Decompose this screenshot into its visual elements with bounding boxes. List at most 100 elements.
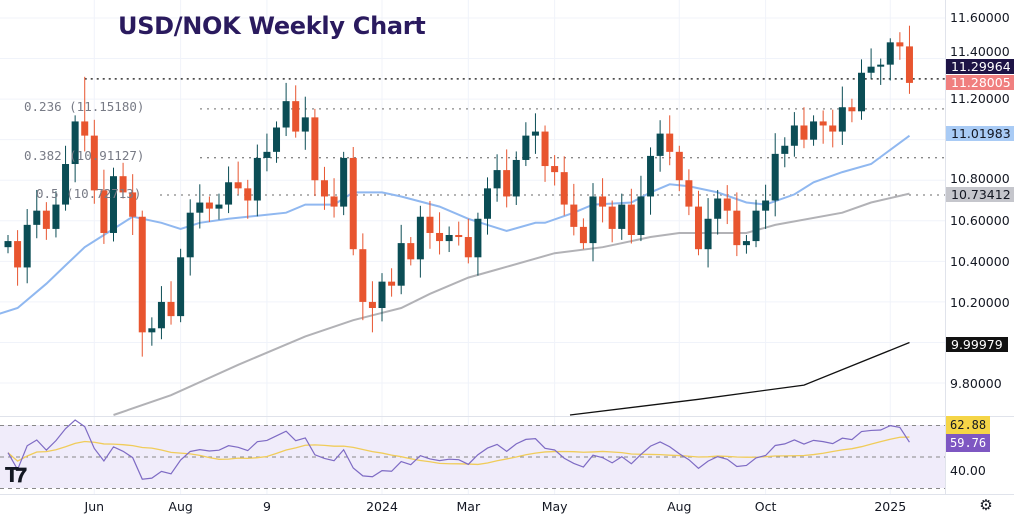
candle-up: [704, 218, 712, 250]
settings-gear-icon[interactable]: ⚙: [979, 497, 993, 514]
candle-up: [215, 204, 223, 209]
candle-down: [627, 204, 635, 235]
ma-mid-line: [113, 192, 910, 416]
tradingview-logo-icon[interactable]: T𝟕: [5, 463, 27, 487]
rsi-line: [7, 419, 910, 480]
candle-up: [52, 204, 60, 229]
candle-up: [589, 196, 597, 244]
x-tick: Mar: [456, 499, 481, 514]
candle-up: [762, 200, 770, 211]
candle-down: [129, 192, 137, 217]
candle-up: [790, 125, 798, 146]
candle-up: [196, 202, 204, 213]
candle-up: [445, 234, 453, 242]
candle-up: [225, 182, 233, 205]
last-price-tag: 11.28005: [946, 75, 1014, 90]
candle-up: [177, 257, 185, 317]
candle-down: [608, 206, 616, 229]
candle-down: [90, 135, 98, 191]
x-tick: 2025: [874, 499, 907, 514]
fib-level-05: 0.5 (10.72713): [36, 186, 142, 201]
ma-mid-tag: 10.73412: [946, 187, 1014, 202]
candle-down: [167, 301, 175, 317]
y-tick: 10.40000: [950, 254, 1010, 269]
candle-up: [23, 224, 31, 268]
candle-down: [733, 210, 741, 246]
candle-down: [560, 172, 568, 205]
candle-up: [618, 204, 626, 229]
candle-up: [512, 159, 520, 197]
candle-down: [426, 216, 434, 233]
x-tick: Jun: [84, 499, 105, 514]
candle-down: [138, 216, 146, 333]
candle-up: [886, 42, 894, 65]
candle-down: [675, 151, 683, 181]
candle-up: [781, 145, 789, 154]
candle-up: [416, 216, 424, 260]
candle-up: [62, 164, 70, 205]
candle-up: [810, 121, 818, 140]
candle-down: [685, 180, 693, 207]
y-tick: 11.60000: [950, 10, 1010, 25]
candle-down: [800, 125, 808, 140]
candle-up: [253, 157, 261, 201]
candle-up: [858, 72, 866, 112]
candle-down: [349, 157, 357, 250]
candle-up: [714, 198, 722, 219]
candle-up: [522, 135, 530, 160]
candle-down: [570, 204, 578, 227]
candles: [4, 25, 913, 357]
candle-down: [311, 117, 319, 181]
candle-up: [4, 241, 12, 248]
candle-down: [455, 234, 463, 238]
price-levels: [84, 78, 945, 196]
candle-down: [388, 281, 396, 286]
candle-down: [100, 190, 108, 233]
candle-down: [848, 107, 856, 112]
candle-down: [579, 226, 587, 244]
candle-up: [378, 281, 386, 309]
candle-down: [896, 42, 904, 47]
x-tick: 2024: [366, 499, 398, 514]
candle-down: [81, 121, 89, 136]
candle-up: [157, 301, 165, 329]
candle-up: [71, 121, 79, 165]
candle-up: [282, 101, 290, 128]
rsi-pane: [0, 419, 945, 489]
candle-up: [838, 107, 846, 132]
candle-up: [637, 196, 645, 235]
candle-down: [551, 166, 559, 173]
candle-up: [531, 131, 539, 136]
candle-up: [656, 133, 664, 156]
candle-down: [541, 131, 549, 167]
rsi-ma-tag: 62.88: [946, 416, 991, 434]
rsi-tag: 59.76: [946, 434, 991, 452]
candle-up: [877, 64, 885, 67]
chart-title: USD/NOK Weekly Chart: [118, 12, 426, 40]
candle-up: [484, 188, 491, 219]
ma-slow-line: [569, 341, 910, 416]
candle-up: [474, 218, 482, 258]
candle-down: [436, 232, 444, 242]
candle-down: [599, 196, 607, 207]
y-tick: 10.20000: [950, 295, 1010, 310]
candle-down: [407, 243, 415, 260]
candle-down: [42, 210, 50, 229]
candle-up: [109, 176, 117, 233]
y-tick: 9.80000: [950, 376, 1002, 391]
candle-up: [493, 170, 501, 189]
candle-down: [368, 301, 376, 309]
candle-down: [723, 198, 731, 211]
x-tick: Oct: [754, 499, 777, 514]
candle-up: [771, 153, 779, 201]
y-tick: 11.20000: [950, 91, 1010, 106]
ma-slow-tag: 9.99979: [946, 337, 1008, 352]
candle-up: [33, 210, 41, 225]
candle-down: [359, 249, 367, 302]
candle-up: [867, 66, 875, 73]
candle-down: [819, 121, 827, 126]
ma-fast-tag: 11.01983: [946, 126, 1014, 141]
candle-up: [340, 157, 348, 207]
rsi-tick: 40.00: [950, 463, 986, 478]
